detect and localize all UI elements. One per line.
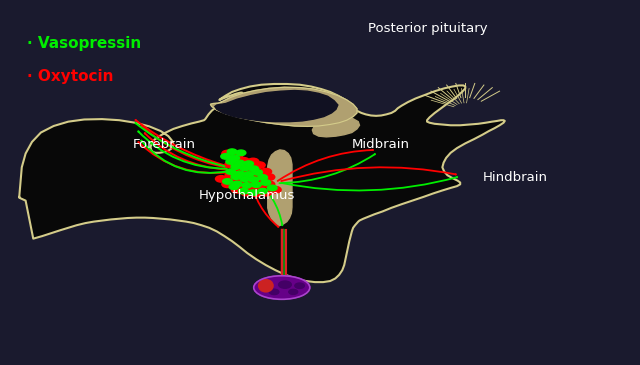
Circle shape: [240, 165, 250, 171]
Circle shape: [253, 170, 262, 175]
Circle shape: [258, 175, 268, 180]
Circle shape: [253, 162, 265, 168]
Circle shape: [232, 166, 243, 173]
Text: Forebrain: Forebrain: [132, 138, 195, 151]
Circle shape: [235, 163, 246, 169]
Circle shape: [230, 155, 239, 161]
Circle shape: [232, 181, 242, 187]
Circle shape: [269, 187, 281, 193]
Circle shape: [241, 169, 252, 176]
Circle shape: [235, 182, 246, 189]
Circle shape: [223, 178, 232, 184]
Circle shape: [244, 184, 255, 190]
Circle shape: [231, 164, 241, 169]
Circle shape: [244, 176, 255, 183]
Circle shape: [227, 149, 237, 154]
Circle shape: [240, 176, 250, 182]
Circle shape: [235, 160, 244, 166]
Polygon shape: [19, 84, 505, 282]
Circle shape: [249, 166, 259, 172]
Circle shape: [239, 188, 248, 194]
Circle shape: [244, 172, 253, 177]
Polygon shape: [211, 87, 357, 126]
Circle shape: [244, 161, 253, 166]
Circle shape: [235, 175, 246, 181]
Circle shape: [222, 150, 234, 157]
Circle shape: [249, 177, 259, 182]
Text: · Vasopressin: · Vasopressin: [27, 36, 141, 51]
Circle shape: [268, 185, 277, 191]
Circle shape: [225, 172, 237, 178]
Circle shape: [261, 180, 271, 185]
Circle shape: [263, 174, 275, 180]
Circle shape: [241, 189, 252, 196]
Polygon shape: [215, 91, 338, 122]
Circle shape: [222, 181, 234, 188]
Circle shape: [252, 182, 261, 188]
Circle shape: [236, 150, 246, 155]
Circle shape: [253, 183, 265, 189]
Circle shape: [228, 156, 240, 162]
Circle shape: [231, 174, 241, 180]
Text: Hindbrain: Hindbrain: [483, 171, 547, 184]
Circle shape: [278, 281, 291, 288]
Circle shape: [238, 158, 249, 164]
Circle shape: [250, 190, 262, 197]
Circle shape: [232, 187, 243, 193]
Circle shape: [248, 190, 258, 195]
Circle shape: [242, 182, 252, 188]
Polygon shape: [268, 150, 292, 226]
Circle shape: [260, 189, 271, 196]
Circle shape: [216, 176, 227, 182]
Circle shape: [232, 152, 243, 159]
Circle shape: [226, 159, 236, 164]
Circle shape: [295, 283, 305, 288]
Circle shape: [235, 171, 244, 177]
Circle shape: [244, 164, 255, 170]
Circle shape: [253, 176, 265, 182]
Circle shape: [226, 169, 236, 174]
Circle shape: [247, 158, 259, 165]
Circle shape: [225, 161, 237, 168]
Circle shape: [263, 181, 275, 188]
Circle shape: [229, 184, 239, 190]
Circle shape: [258, 188, 268, 194]
Ellipse shape: [258, 279, 274, 293]
Text: · Oxytocin: · Oxytocin: [27, 69, 113, 84]
Ellipse shape: [253, 276, 310, 299]
Text: Hypothalamus: Hypothalamus: [198, 189, 295, 202]
Circle shape: [260, 168, 271, 175]
Circle shape: [289, 289, 298, 295]
Circle shape: [225, 179, 237, 186]
Circle shape: [269, 289, 279, 295]
Text: Midbrain: Midbrain: [351, 138, 410, 151]
Circle shape: [260, 281, 271, 288]
Circle shape: [221, 154, 230, 159]
Text: Posterior pituitary: Posterior pituitary: [368, 22, 488, 35]
Circle shape: [250, 170, 262, 177]
Polygon shape: [312, 117, 360, 137]
